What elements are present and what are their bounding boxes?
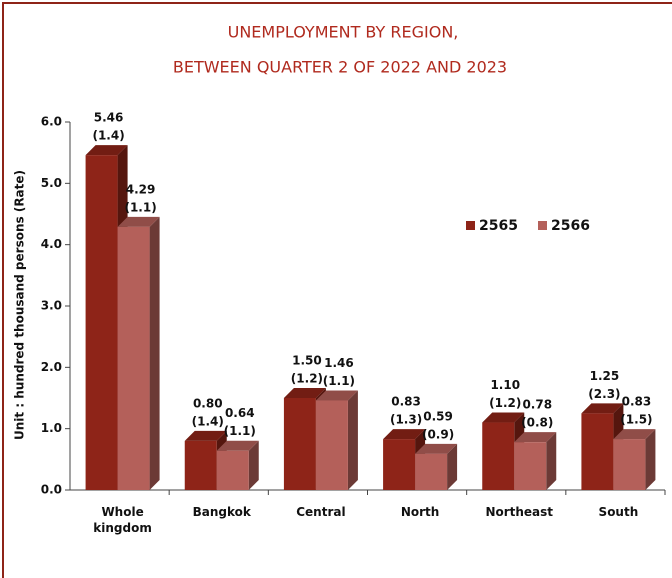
bar — [315, 400, 348, 490]
value-label: 0.83 — [622, 395, 652, 409]
x-tick-label: South — [598, 505, 639, 519]
value-label: 0.64 — [225, 406, 255, 420]
y-axis-label: Unit : hundred thousand persons (Rate) — [13, 170, 27, 440]
bar-top — [482, 412, 525, 423]
rate-label: (1.5) — [620, 413, 652, 427]
bar-top — [117, 216, 160, 227]
x-tick-label: North — [400, 505, 440, 519]
value-label: 0.59 — [423, 409, 453, 423]
bar-side — [447, 443, 458, 490]
rate-label: (2.3) — [588, 387, 620, 401]
bar-top — [315, 390, 358, 401]
rate-label: (1.3) — [390, 413, 422, 427]
bar — [482, 422, 515, 490]
value-label: 0.80 — [193, 396, 223, 410]
rate-label: (0.8) — [521, 416, 553, 430]
rate-label: (1.1) — [124, 200, 156, 214]
y-tick-label: 0.0 — [41, 483, 62, 497]
x-tick-label: Bangkok — [192, 505, 251, 519]
bar-top — [283, 388, 326, 398]
bar-top — [216, 440, 259, 451]
bar — [613, 439, 646, 490]
rate-label: (1.1) — [323, 374, 355, 388]
bar — [85, 155, 118, 490]
legend-swatch — [466, 221, 475, 230]
bar-side — [645, 429, 656, 490]
y-tick-label: 4.0 — [41, 237, 62, 251]
value-label: 4.29 — [126, 182, 156, 196]
rate-label: (1.2) — [489, 396, 521, 410]
chart-title: UNEMPLOYMENT BY REGION, — [228, 23, 459, 42]
bar — [581, 413, 614, 490]
value-label: 5.46 — [94, 111, 124, 125]
bar — [415, 453, 448, 490]
value-label: 1.50 — [292, 354, 322, 368]
rate-label: (0.9) — [422, 427, 454, 441]
bar — [117, 226, 150, 490]
bar-top — [514, 432, 557, 443]
bar-top — [184, 430, 227, 441]
y-tick-label: 1.0 — [41, 421, 62, 435]
rate-label: (1.4) — [92, 129, 124, 143]
bar-side — [347, 390, 358, 490]
rate-label: (1.4) — [192, 414, 224, 428]
x-tick-label: Northeast — [485, 505, 554, 519]
bar-top — [85, 145, 128, 156]
bar-side — [546, 432, 557, 490]
legend-label: 2566 — [551, 218, 590, 234]
y-tick-label: 5.0 — [41, 176, 62, 190]
bar-top — [383, 429, 426, 440]
value-label: 0.78 — [522, 398, 552, 412]
bar-side — [149, 216, 160, 490]
value-label: 1.25 — [590, 369, 620, 383]
bar-top — [415, 443, 458, 454]
rate-label: (1.2) — [291, 372, 323, 386]
legend-label: 2565 — [479, 218, 518, 234]
bar-top — [613, 429, 656, 440]
legend-swatch — [538, 221, 547, 230]
value-label: 1.10 — [490, 378, 520, 392]
bar-side — [248, 440, 259, 490]
bar — [216, 450, 249, 490]
bar — [184, 440, 217, 490]
x-tick-label: Whole kingdom — [93, 505, 152, 535]
y-tick-label: 6.0 — [41, 115, 62, 129]
bar-top — [581, 403, 624, 414]
value-label: 1.46 — [324, 356, 354, 370]
y-tick-label: 2.0 — [41, 360, 62, 374]
y-tick-label: 3.0 — [41, 299, 62, 313]
rate-label: (1.1) — [224, 424, 256, 438]
bar — [383, 439, 416, 490]
x-tick-label: Central — [296, 505, 346, 519]
bar — [514, 442, 547, 490]
chart-subtitle: BETWEEN QUARTER 2 OF 2022 AND 2023 — [173, 58, 507, 77]
bar — [283, 398, 316, 490]
value-label: 0.83 — [391, 395, 421, 409]
